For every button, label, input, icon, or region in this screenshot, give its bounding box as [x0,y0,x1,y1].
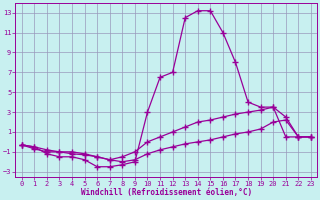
X-axis label: Windchill (Refroidissement éolien,°C): Windchill (Refroidissement éolien,°C) [81,188,252,197]
